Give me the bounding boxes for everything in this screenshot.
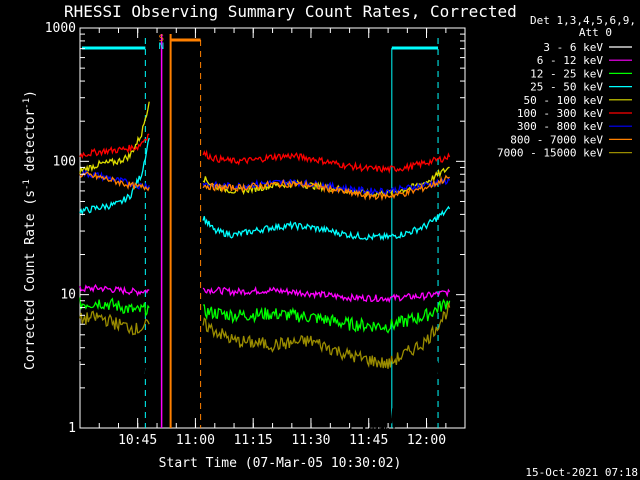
series-line	[202, 349, 450, 437]
series-line	[202, 302, 451, 369]
x-tick-label: 12:00	[407, 433, 446, 448]
event-marker-s: S	[159, 34, 164, 44]
series-line	[79, 137, 150, 216]
series-line	[203, 298, 451, 334]
series-1	[79, 283, 451, 304]
x-tick-label: 11:00	[176, 433, 215, 448]
legend-entry-label: 6 - 12 keV	[537, 54, 604, 67]
legend-header: Det 1,3,4,5,6,9,	[530, 14, 636, 27]
series-line	[202, 149, 451, 175]
legend-entry-label: 300 - 800 keV	[517, 120, 603, 133]
series-line	[79, 310, 150, 336]
series-5	[79, 133, 451, 175]
chart-title: RHESSI Observing Summary Count Rates, Co…	[64, 2, 517, 21]
y-label-end: )	[23, 90, 38, 98]
y-tick-label: 1000	[45, 21, 76, 36]
series-line	[79, 171, 150, 192]
series-line	[79, 283, 150, 297]
svg-text:Corrected Count Rate (s-1 dete: Corrected Count Rate (s-1 detector-1)	[22, 90, 38, 370]
x-tick-label: 10:45	[118, 433, 157, 448]
legend-entry-label: 3 - 6 keV	[543, 41, 603, 54]
event-marker-n: N	[159, 42, 164, 52]
legend-entry-label: 25 - 50 keV	[530, 81, 603, 94]
y-tick-label: 1	[68, 421, 76, 436]
generated-timestamp: 15-Oct-2021 07:18	[525, 466, 638, 479]
series-6	[79, 169, 451, 196]
legend-entry-label: 50 - 100 keV	[524, 94, 604, 107]
series-0	[79, 349, 450, 437]
x-axis-label: Start Time (07-Mar-05 10:30:02)	[159, 456, 402, 471]
series-line	[202, 285, 451, 304]
series-3	[79, 137, 451, 242]
series-line	[79, 349, 150, 385]
y-label-mid: detector	[23, 109, 38, 180]
series-line	[79, 133, 150, 159]
legend-entry-label: 7000 - 15000 keV	[497, 147, 603, 160]
x-tick-label: 11:30	[291, 433, 330, 448]
y-tick-label: 100	[53, 154, 76, 169]
legend-header-att: Att 0	[579, 26, 612, 39]
legend-entry-label: 100 - 300 keV	[517, 107, 603, 120]
series-line	[202, 174, 450, 202]
x-tick-label: 11:15	[234, 433, 273, 448]
y-label-main: Corrected Count Rate (s	[23, 190, 38, 370]
series-line	[79, 101, 150, 174]
legend-entry-label: 12 - 25 keV	[530, 67, 603, 80]
y-label-exp1: -1	[22, 179, 32, 190]
y-tick-label: 10	[60, 288, 76, 303]
series-line	[79, 297, 150, 318]
x-tick-label: 11:45	[349, 433, 388, 448]
series-7	[79, 171, 450, 202]
series-8	[79, 302, 451, 369]
y-axis-label: Corrected Count Rate (s-1 detector-1)	[22, 90, 38, 370]
series-line	[202, 205, 451, 242]
legend-entry-label: 800 - 7000 keV	[510, 133, 603, 146]
series-2	[79, 297, 451, 334]
y-label-exp2: -1	[22, 98, 32, 109]
